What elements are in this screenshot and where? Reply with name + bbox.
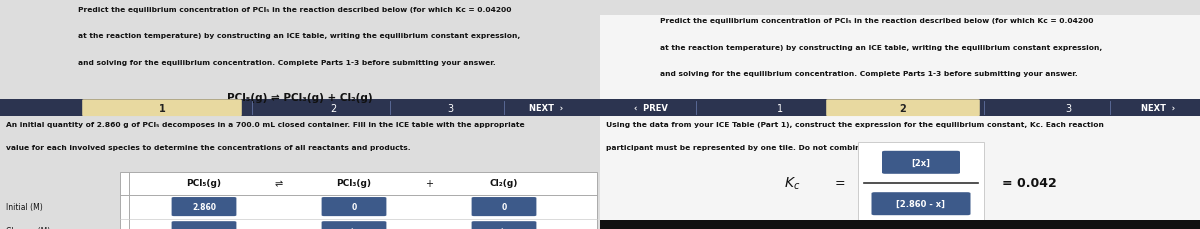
FancyBboxPatch shape	[472, 221, 536, 229]
Text: ⇌: ⇌	[275, 178, 283, 188]
Bar	[0, 100, 600, 117]
Text: 1: 1	[158, 103, 166, 113]
Text: PCl₅(g): PCl₅(g)	[186, 179, 222, 188]
Text: ‹  PREV: ‹ PREV	[634, 104, 668, 113]
Text: = 0.042: = 0.042	[1002, 177, 1057, 190]
Bar	[600, 220, 1200, 229]
Bar	[858, 142, 984, 224]
Text: at the reaction temperature) by constructing an ICE table, writing the equilibri: at the reaction temperature) by construc…	[78, 33, 521, 39]
Text: 2: 2	[900, 103, 906, 113]
FancyBboxPatch shape	[827, 100, 979, 117]
Text: at the reaction temperature) by constructing an ICE table, writing the equilibri: at the reaction temperature) by construc…	[660, 45, 1103, 51]
Text: Cl₂(g): Cl₂(g)	[490, 179, 518, 188]
FancyBboxPatch shape	[172, 197, 236, 216]
Text: [2.860 - x]: [2.860 - x]	[896, 199, 946, 208]
Text: Change (M): Change (M)	[6, 226, 50, 229]
Text: Predict the equilibrium concentration of PCI₅ in the reaction described below (f: Predict the equilibrium concentration of…	[660, 18, 1093, 24]
Text: value for each involved species to determine the concentrations of all reactants: value for each involved species to deter…	[6, 144, 410, 150]
Text: 2: 2	[330, 103, 336, 113]
Text: NEXT  ›: NEXT ›	[529, 104, 563, 113]
Text: 1: 1	[776, 103, 784, 113]
Bar	[600, 100, 1200, 117]
Text: participant must be represented by one tile. Do not combine terms.: participant must be represented by one t…	[606, 144, 896, 150]
Text: Predict the equilibrium concentration of PCI₅ in the reaction described below (f: Predict the equilibrium concentration of…	[78, 7, 511, 13]
Text: 3: 3	[446, 103, 454, 113]
Text: +: +	[425, 178, 433, 188]
FancyBboxPatch shape	[322, 221, 386, 229]
FancyBboxPatch shape	[871, 192, 971, 215]
Text: 0: 0	[502, 202, 506, 211]
FancyBboxPatch shape	[82, 100, 242, 117]
Text: 0: 0	[352, 202, 356, 211]
Text: -x: -x	[200, 226, 208, 229]
Text: An initial quantity of 2.860 g of PCI₅ decomposes in a 700.0 mL closed container: An initial quantity of 2.860 g of PCI₅ d…	[6, 121, 524, 127]
Text: =: =	[835, 177, 845, 190]
Text: Initial (M): Initial (M)	[6, 202, 43, 211]
FancyBboxPatch shape	[472, 197, 536, 216]
Text: [2x]: [2x]	[912, 158, 930, 167]
Bar	[120, 172, 598, 229]
Text: PCl₅(g) ⇌ PCl₃(g) + Cl₂(g): PCl₅(g) ⇌ PCl₃(g) + Cl₂(g)	[827, 104, 973, 114]
FancyBboxPatch shape	[172, 221, 236, 229]
Text: and solving for the equilibrium concentration. Complete Parts 1-3 before submitt: and solving for the equilibrium concentr…	[78, 60, 496, 65]
Text: +x: +x	[348, 226, 360, 229]
Text: 3: 3	[1064, 103, 1072, 113]
Text: +x: +x	[498, 226, 510, 229]
Text: and solving for the equilibrium concentration. Complete Parts 1-3 before submitt: and solving for the equilibrium concentr…	[660, 71, 1078, 77]
Text: NEXT  ›: NEXT ›	[1141, 104, 1175, 113]
Text: PCl₃(g): PCl₃(g)	[336, 179, 372, 188]
Text: PCl₅(g) ⇌ PCl₃(g) + Cl₂(g): PCl₅(g) ⇌ PCl₃(g) + Cl₂(g)	[227, 93, 373, 103]
Text: $K_c$: $K_c$	[784, 175, 800, 191]
Text: Using the data from your ICE Table (Part 1), construct the expression for the eq: Using the data from your ICE Table (Part…	[606, 121, 1104, 127]
FancyBboxPatch shape	[322, 197, 386, 216]
Text: 2.860: 2.860	[192, 202, 216, 211]
FancyBboxPatch shape	[882, 151, 960, 174]
